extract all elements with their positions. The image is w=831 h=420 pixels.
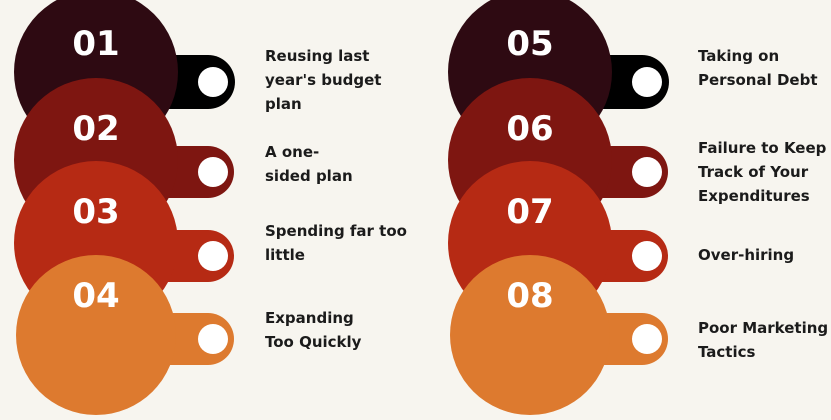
step-04: 04 — [16, 255, 234, 415]
step-05-label: Taking on Personal Debt — [698, 47, 818, 89]
step-03-tab-dot — [198, 241, 228, 271]
step-01-number: 01 — [72, 24, 119, 64]
step-06-tab-dot — [632, 157, 662, 187]
step-07-number: 07 — [506, 192, 553, 232]
step-05-tab-dot — [632, 67, 662, 97]
step-02-number: 02 — [72, 109, 119, 149]
step-04-circle — [16, 255, 176, 415]
step-02-label: A one- sided plan — [265, 143, 353, 185]
step-04-label: Expanding Too Quickly — [265, 309, 362, 351]
step-06-number: 06 — [506, 109, 553, 149]
step-08-tab-dot — [632, 324, 662, 354]
step-02-tab-dot — [198, 157, 228, 187]
step-01-tab-dot — [198, 67, 228, 97]
step-03-label: Spending far too little — [265, 222, 407, 264]
step-08: 08 — [450, 255, 668, 415]
step-06-label: Failure to Keep Track of Your Expenditur… — [698, 139, 827, 205]
step-04-number: 04 — [72, 276, 119, 316]
step-05-number: 05 — [506, 24, 553, 64]
step-07-tab-dot — [632, 241, 662, 271]
step-08-circle — [450, 255, 610, 415]
step-08-label: Poor Marketing Tactics — [698, 319, 829, 361]
step-03-number: 03 — [72, 192, 119, 232]
step-07-label: Over-hiring — [698, 246, 795, 264]
step-01-label: Reusing last year's budget plan — [265, 47, 382, 113]
step-08-number: 08 — [506, 276, 553, 316]
step-04-tab-dot — [198, 324, 228, 354]
